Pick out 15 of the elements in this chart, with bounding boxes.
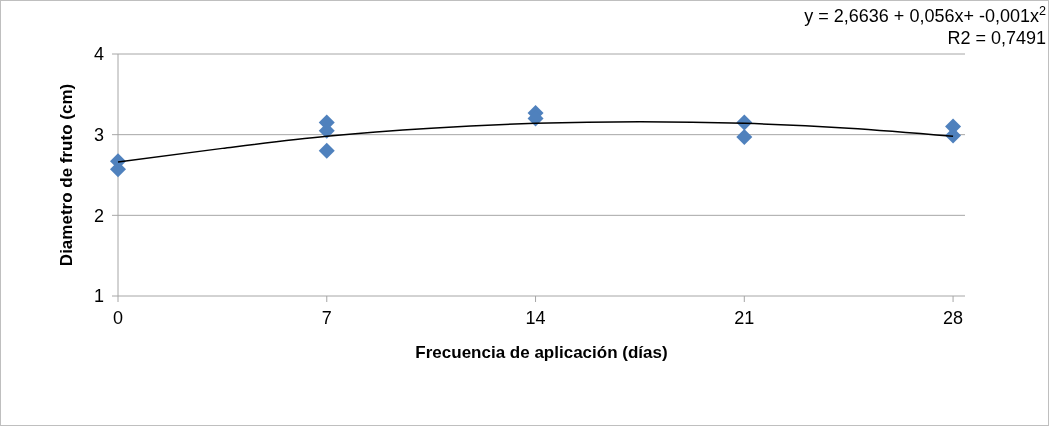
x-tick-label: 14 bbox=[525, 308, 546, 328]
y-tick-label: 2 bbox=[93, 205, 104, 226]
x-axis-title: Frecuencia de aplicación (días) bbox=[415, 343, 668, 362]
x-tick-label: 0 bbox=[112, 308, 124, 328]
text: R2 = 0,7491 bbox=[947, 28, 1046, 48]
x-tick-label: 21 bbox=[734, 308, 755, 328]
point bbox=[736, 129, 753, 146]
y-tick-label: 3 bbox=[93, 124, 104, 145]
point bbox=[318, 142, 335, 159]
y-tick-label: 4 bbox=[93, 44, 104, 65]
x-tick-label: 7 bbox=[321, 308, 332, 328]
y-axis-title: Diametro de fruto (cm) bbox=[57, 83, 76, 267]
text: y = 2,6636 + 0,056x+ -0,001x$^{2}$ bbox=[804, 4, 1046, 26]
x-tick-label: 28 bbox=[943, 308, 964, 328]
y-tick-label: 1 bbox=[93, 286, 104, 307]
